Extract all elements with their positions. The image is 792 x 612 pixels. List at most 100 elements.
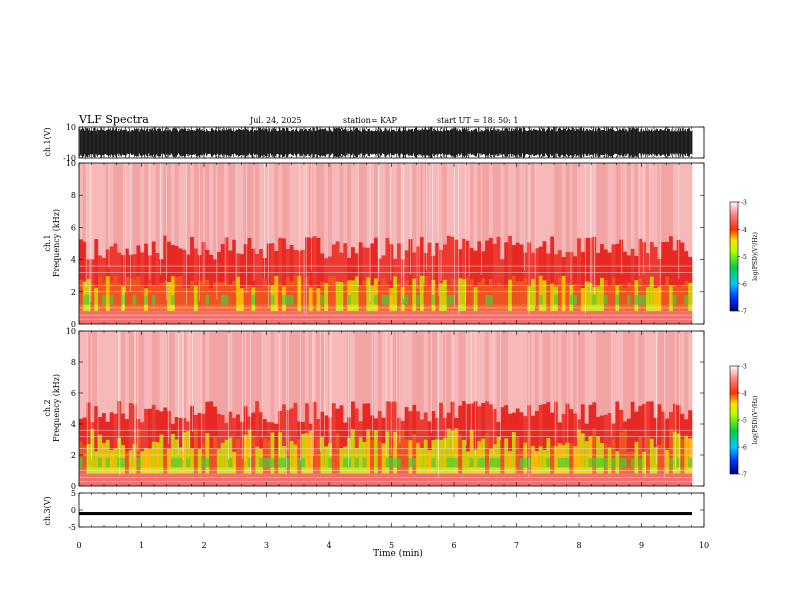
ch1-spectrogram-cell	[577, 311, 582, 324]
ch2-spectrogram-cell	[492, 409, 497, 468]
ch2-spectrogram-cell	[515, 473, 520, 486]
ch2-spectrogram-cell	[316, 331, 321, 419]
ch1-spectrogram-cell	[147, 311, 153, 324]
ch1-spectrogram-cell	[79, 279, 84, 312]
ch1-spectrogram-cell	[485, 311, 490, 324]
ch2-spectrogram-cell	[297, 438, 302, 474]
ch2-spectrogram-cell	[619, 331, 624, 410]
ch2-spectrogram-cell	[94, 331, 99, 407]
ch1-spectrogram-cell	[262, 279, 268, 312]
ch2-spectrogram-cell	[580, 473, 586, 486]
ch2-spectrogram-cell	[442, 331, 448, 419]
ch1-spectrogram-cell	[523, 311, 528, 324]
ch1-spectrogram-cell	[669, 285, 674, 312]
ch2-spectrogram-cell	[374, 473, 379, 486]
ch1-spectrogram-cell	[343, 281, 348, 312]
ch2-spectrogram-cell	[649, 401, 654, 468]
ch2-spectrogram-cell	[255, 331, 260, 402]
ch2-spectrogram-cell	[450, 473, 455, 486]
ch1-spectrogram-cell	[611, 163, 616, 245]
ch1-spectrogram-cell	[228, 163, 233, 251]
ch2-spectrogram-cell	[209, 448, 214, 474]
ch1-spectrogram-cell	[94, 239, 99, 305]
ch2-spectrogram-cell	[557, 458, 563, 468]
ch2-spectrogram-cell	[289, 473, 294, 486]
ch2-spectrogram-cell	[684, 435, 689, 474]
ch1-spectrogram-cell	[488, 278, 494, 312]
ch2-spectrogram-cell	[113, 413, 118, 468]
ch1-spectrogram-cell	[370, 163, 375, 244]
ch1-spectrogram-cell	[259, 163, 264, 250]
ch1-spectrogram-cell	[550, 163, 555, 237]
ch1-spectrogram-cell	[626, 163, 631, 256]
ch2-spectrogram-cell	[274, 423, 279, 468]
ch2-spectrogram-cell	[496, 331, 501, 422]
ch2-spectrogram-cell	[649, 473, 654, 486]
ch2-spectrogram-cell	[236, 473, 241, 486]
ch2-spectrogram-cell	[167, 473, 172, 486]
ch1-spectrogram-cell	[312, 163, 317, 237]
ch2-spectrogram-cell	[163, 331, 168, 408]
ch1-spectrogram-cell	[289, 163, 294, 246]
ch2-spectrogram-cell	[527, 473, 532, 486]
ch1-spectrogram-cell	[565, 252, 570, 305]
ch2-spectrogram-cell	[542, 449, 547, 474]
ch2-spectrogram-cell	[243, 473, 248, 486]
ch2-spectrogram-cell	[569, 443, 574, 474]
ch2-spectrogram-cell	[174, 439, 179, 474]
ch1-spectrogram-cell	[274, 275, 279, 312]
ch2-spectrogram-cell	[565, 458, 570, 468]
ch1-spectrogram-cell	[672, 163, 677, 251]
x-tick-label: 4	[326, 541, 331, 550]
ch2-spectrogram-cell	[297, 458, 302, 468]
ch2-spectrogram-cell	[481, 473, 486, 486]
ch1-spectrogram-cell	[665, 241, 670, 305]
ch1-spectrogram-cell	[167, 282, 172, 312]
ch2-spectrogram-cell	[653, 447, 658, 474]
ch2-spectrogram-cell	[661, 331, 666, 412]
ch2-spectrogram-cell	[431, 458, 436, 468]
ch2-spectrogram-cell	[216, 331, 222, 414]
ch1-spectrogram-cell	[132, 254, 137, 305]
ch1-spectrogram-cell	[278, 311, 283, 324]
ch1-spectrogram-cell	[285, 163, 291, 250]
ch1-spectrogram-cell	[634, 295, 639, 305]
ch2-spectrogram-cell	[289, 440, 294, 474]
ch2-spectrogram-cell	[596, 458, 601, 468]
ch1-spectrogram-cell	[584, 311, 589, 324]
ch1-spectrogram-cell	[508, 163, 513, 236]
ch1-spectrogram-cell	[270, 295, 275, 305]
ch1-spectrogram-cell	[596, 286, 601, 312]
ch1-spectrogram-ytick-label: 10	[66, 159, 76, 168]
ch1-spectrogram-cell	[370, 311, 375, 324]
ch1-spectrogram-cell	[665, 276, 670, 312]
ch2-spectrogram-cell	[393, 473, 398, 486]
ch1-spectrogram-cell	[557, 311, 563, 324]
ch2-spectrogram-cell	[676, 458, 681, 468]
ch2-spectrogram-cell	[385, 458, 390, 468]
ch1-spectrogram-cell	[128, 163, 133, 255]
ch2-spectrogram-cell	[278, 473, 283, 486]
ch1-spectrogram-cell	[213, 282, 218, 312]
ch1-spectrogram-cell	[178, 276, 183, 312]
ch2-spectrogram-cell	[665, 473, 670, 486]
ch1-spectrogram-cell	[481, 278, 486, 312]
ch2-spectrogram-cell	[607, 413, 612, 468]
ch1-spectrogram-cell	[147, 283, 153, 312]
x-axis-label: Time (min)	[373, 548, 423, 559]
ch1-spectrogram-cell	[458, 278, 463, 312]
ch2-spectrogram-cell	[239, 448, 245, 474]
ch2-spectrogram-cell	[496, 436, 501, 474]
ch2-spectrogram-cell	[79, 458, 84, 468]
ch1-spectrogram-cell	[669, 163, 674, 237]
ch2-spectrogram-cell	[381, 443, 386, 474]
ch2-spectrogram-cell	[419, 473, 425, 486]
ch2-spectrogram-cell	[519, 412, 524, 468]
ch1-spectrogram-cell	[182, 311, 187, 324]
cb1-tick-label: -6	[741, 281, 747, 288]
ch1-spectrogram-cell	[672, 311, 677, 324]
ch2-spectrogram-cell	[488, 331, 494, 405]
ch2-spectrogram-cell	[642, 331, 647, 404]
ch2-spectrogram-cell	[577, 429, 582, 474]
ch1-spectrogram-cell	[151, 241, 156, 305]
